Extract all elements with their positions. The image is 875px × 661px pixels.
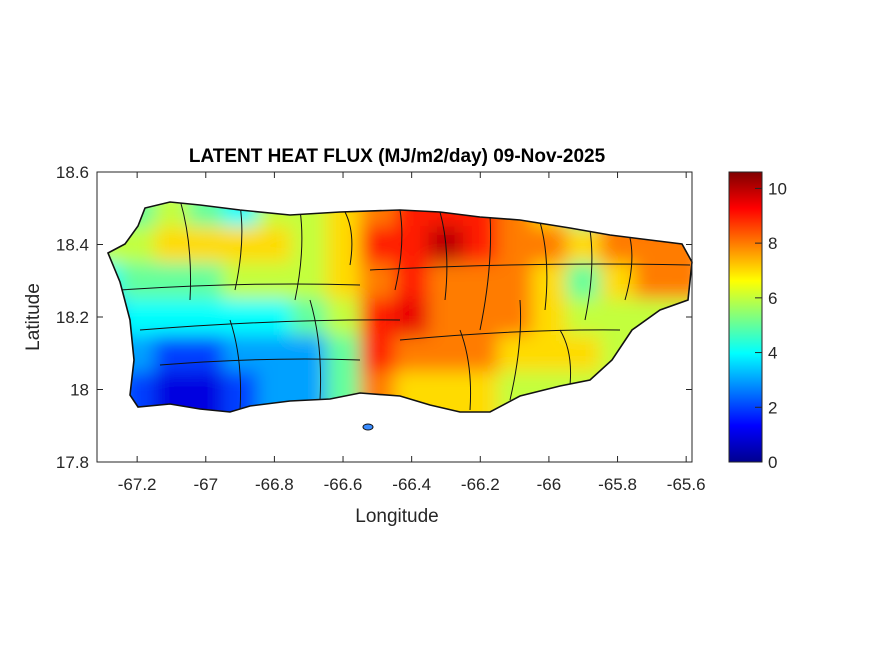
- x-tick-label: -66: [537, 475, 562, 494]
- boundary-line: [459, 329, 472, 411]
- x-tick-label: -67: [193, 475, 218, 494]
- boundary-line: [229, 319, 242, 411]
- boundary-line: [344, 211, 353, 266]
- y-tick-label: 18: [70, 381, 89, 400]
- x-tick-label: -65.6: [667, 475, 706, 494]
- boundary-line: [179, 202, 192, 301]
- boundary-line: [539, 221, 548, 311]
- boundary-line: [119, 283, 361, 291]
- colorbar-tick-label: 10: [768, 179, 787, 198]
- colorbar-tick-label: 6: [768, 289, 777, 308]
- x-tick-label: -66.8: [255, 475, 294, 494]
- colorbar-tick-label: 0: [768, 453, 777, 472]
- x-axis-label: Longitude: [355, 506, 438, 527]
- boundary-line: [159, 358, 361, 366]
- x-tick-label: -66.4: [392, 475, 431, 494]
- x-tick-label: -65.8: [598, 475, 637, 494]
- colorbar-tick-label: 4: [768, 344, 777, 363]
- boundary-line: [584, 229, 593, 321]
- municipality-boundaries: [119, 202, 691, 411]
- boundary-line: [394, 209, 403, 291]
- boundary-line: [479, 214, 492, 331]
- boundary-line: [309, 299, 322, 401]
- colorbar: [728, 171, 763, 463]
- x-tick-label: -66.6: [324, 475, 363, 494]
- boundary-line: [509, 299, 522, 401]
- boundary-line: [559, 329, 571, 386]
- caja-de-muertos-island: [362, 423, 374, 431]
- y-tick-label: 18.6: [56, 163, 89, 182]
- boundary-line: [439, 211, 448, 301]
- chart-title: LATENT HEAT FLUX (MJ/m2/day) 09-Nov-2025: [189, 146, 606, 167]
- y-tick-label: 17.8: [56, 453, 89, 472]
- boundary-line: [139, 319, 401, 331]
- y-tick-label: 18.4: [56, 236, 89, 255]
- boundary-line: [234, 204, 243, 291]
- boundary-line: [294, 209, 303, 301]
- boundary-line: [399, 329, 621, 341]
- boundary-line: [624, 237, 633, 301]
- y-axis-label: Latitude: [23, 283, 44, 351]
- boundary-line: [369, 263, 691, 271]
- x-tick-label: -67.2: [118, 475, 157, 494]
- colorbar-tick-label: 2: [768, 398, 777, 417]
- colorbar-tick-label: 8: [768, 234, 777, 253]
- x-tick-label: -66.2: [461, 475, 500, 494]
- y-tick-label: 18.2: [56, 308, 89, 327]
- island-outline: [106, 201, 693, 413]
